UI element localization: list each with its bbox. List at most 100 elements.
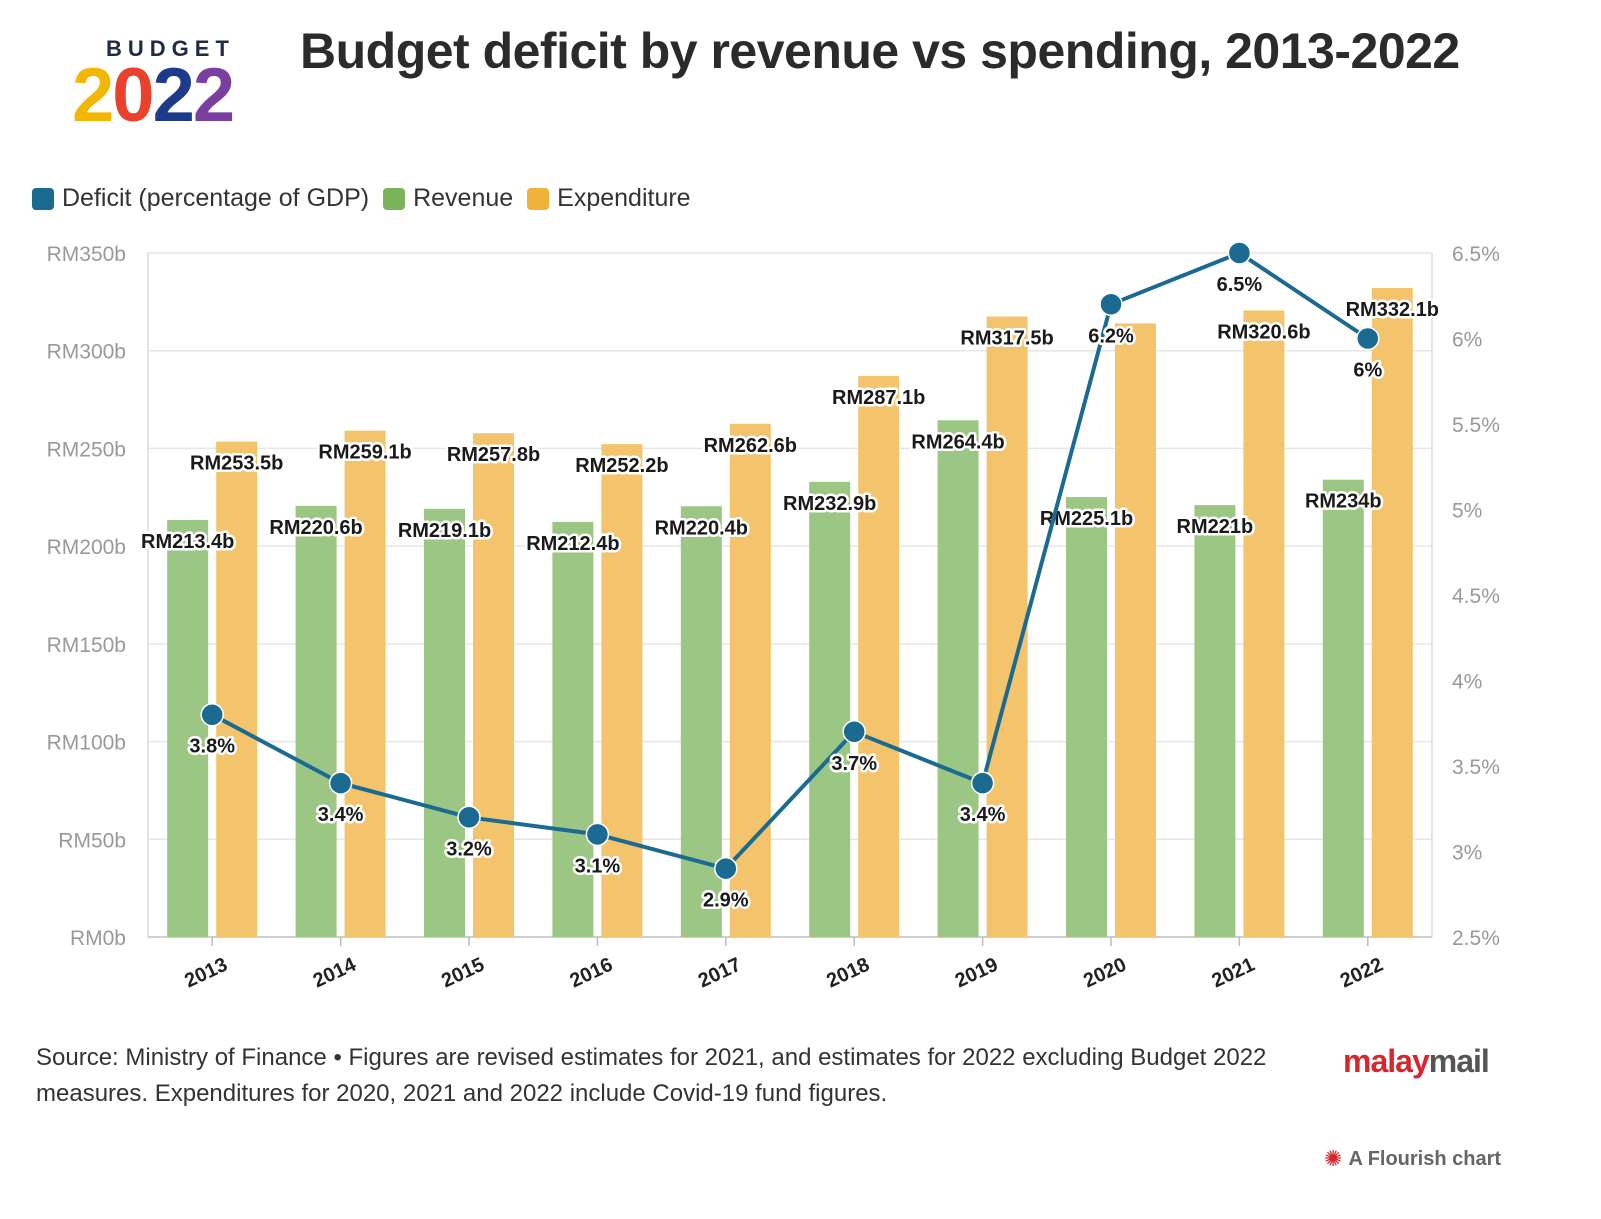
deficit-point (457, 805, 481, 830)
right-axis-tick-label: 3% (1452, 842, 1482, 865)
brand-part-1: malay (1343, 1043, 1430, 1079)
expenditure-bar (1371, 287, 1413, 938)
revenue-data-label: RM264.4b (911, 431, 1004, 453)
expenditure-data-label: RM287.1b (832, 387, 925, 409)
x-axis-tick-label: 2018 (823, 954, 873, 993)
budget-2022-logo: BUDGET 2022 (72, 36, 272, 136)
revenue-bar (809, 481, 851, 937)
revenue-bar (1194, 505, 1236, 937)
deficit-point (1099, 292, 1123, 317)
expenditure-data-label: RM252.2b (575, 455, 668, 477)
deficit-line (211, 251, 1369, 871)
revenue-data-label: RM219.1b (398, 520, 491, 542)
expenditure-data-label: RM253.5b (190, 453, 283, 475)
x-axis-tick-label: 2020 (1080, 954, 1130, 993)
revenue-data-label: RM213.4b (141, 531, 234, 553)
left-axis-tick-label: RM300b (47, 341, 126, 364)
expenditure-data-label: RM262.6b (704, 435, 797, 457)
left-axis-tick-label: RM150b (47, 634, 126, 657)
deficit-point (1227, 241, 1252, 265)
expenditure-bar (729, 423, 771, 937)
deficit-data-label: 6% (1353, 360, 1382, 382)
legend-label-deficit: Deficit (percentage of GDP) (62, 184, 370, 212)
expenditure-data-label: RM259.1b (318, 442, 411, 464)
deficit-data-label: 3.4% (318, 804, 364, 826)
x-axis-tick-label: 2022 (1337, 954, 1387, 993)
right-axis-tick-label: 5.5% (1452, 414, 1500, 437)
chart-legend: Deficit (percentage of GDP) Revenue Expe… (32, 184, 705, 213)
legend-item-deficit[interactable]: Deficit (percentage of GDP) (32, 184, 369, 213)
revenue-bar (1322, 479, 1364, 937)
deficit-point (714, 856, 738, 881)
expenditure-bar (858, 375, 900, 937)
left-axis-tick-label: RM250b (47, 438, 126, 461)
x-axis-tick-label: 2014 (310, 953, 360, 992)
revenue-data-label: RM234b (1305, 491, 1382, 513)
deficit-point (200, 702, 224, 727)
expenditure-bar (473, 433, 514, 937)
right-axis-tick-label: 2.5% (1452, 927, 1500, 950)
expenditure-bar (344, 430, 386, 937)
legend-item-expenditure[interactable]: Expenditure (527, 184, 691, 213)
expenditure-data-label: RM332.1b (1346, 299, 1439, 321)
right-axis-tick-label: 6% (1452, 329, 1482, 352)
flourish-credit[interactable]: ✺ A Flourish chart (1324, 1146, 1501, 1172)
right-axis-tick-label: 4% (1452, 671, 1482, 694)
expenditure-bar (1115, 323, 1156, 938)
deficit-point (970, 771, 995, 795)
malaymail-logo[interactable]: malaymail (1343, 1043, 1490, 1080)
source-note-line-2: measures. Expenditures for 2020, 2021 an… (36, 1080, 888, 1107)
expenditure-bar (1243, 310, 1285, 937)
right-axis-tick-label: 5% (1452, 500, 1482, 523)
deficit-data-label: 3.2% (446, 838, 492, 860)
right-axis-tick-label: 4.5% (1452, 585, 1500, 608)
revenue-data-label: RM220.4b (655, 517, 748, 539)
revenue-data-label: RM212.4b (526, 533, 619, 555)
deficit-data-label: 3.4% (960, 804, 1006, 826)
x-axis-tick-label: 2017 (695, 954, 745, 993)
source-note: Source: Ministry of Finance • Figures ar… (36, 1040, 1356, 1112)
logo-year-char: 2 (72, 53, 114, 138)
expenditure-bar (601, 444, 643, 937)
flourish-icon: ✺ (1324, 1146, 1343, 1171)
legend-label-expenditure: Expenditure (557, 184, 691, 212)
left-axis-tick-label: RM0b (70, 927, 126, 950)
deficit-data-label: 2.9% (703, 890, 749, 912)
deficit-data-label: 6.2% (1088, 325, 1134, 347)
revenue-data-label: RM225.1b (1040, 508, 1133, 530)
deficit-data-label: 3.1% (575, 855, 621, 877)
x-axis-tick-label: 2019 (952, 954, 1002, 993)
legend-swatch-expenditure (527, 187, 550, 210)
revenue-data-label: RM220.6b (269, 517, 362, 539)
combo-chart: RM0b RM50b RM100b RM150b RM200b RM250b RM300b R… (47, 241, 1500, 993)
expenditure-data-label: RM320.6b (1217, 321, 1310, 343)
revenue-bar (937, 420, 979, 937)
deficit-point (328, 771, 353, 795)
left-axis-tick-label: RM100b (47, 732, 126, 755)
revenue-bar (552, 521, 594, 937)
left-axis-tick-label: RM200b (47, 536, 126, 559)
left-axis-tick-label: RM50b (58, 829, 126, 852)
logo-year-char: 0 (112, 53, 154, 138)
revenue-bar (167, 519, 209, 937)
x-axis-tick-label: 2015 (438, 954, 488, 993)
legend-item-revenue[interactable]: Revenue (383, 184, 513, 213)
revenue-bar (295, 505, 337, 937)
revenue-bar (1066, 497, 1107, 937)
source-note-line-1: Source: Ministry of Finance • Figures ar… (36, 1044, 1267, 1071)
left-axis-tick-label: RM350b (47, 243, 126, 266)
legend-swatch-revenue (383, 187, 406, 210)
expenditure-data-label: RM317.5b (960, 328, 1053, 350)
flourish-credit-text: A Flourish chart (1348, 1147, 1502, 1170)
chart-title: Budget deficit by revenue vs spending, 2… (300, 23, 1460, 79)
deficit-point (585, 822, 610, 847)
legend-swatch-deficit (32, 187, 54, 210)
expenditure-data-label: RM257.8b (447, 444, 540, 466)
logo-year: 2022 (72, 53, 235, 138)
deficit-point (842, 720, 866, 744)
x-axis-tick-label: 2016 (567, 954, 617, 993)
logo-year-char: 2 (192, 53, 235, 138)
logo-word: BUDGET (106, 36, 235, 61)
deficit-data-label: 3.8% (189, 736, 235, 758)
logo-year-char: 2 (152, 53, 195, 138)
